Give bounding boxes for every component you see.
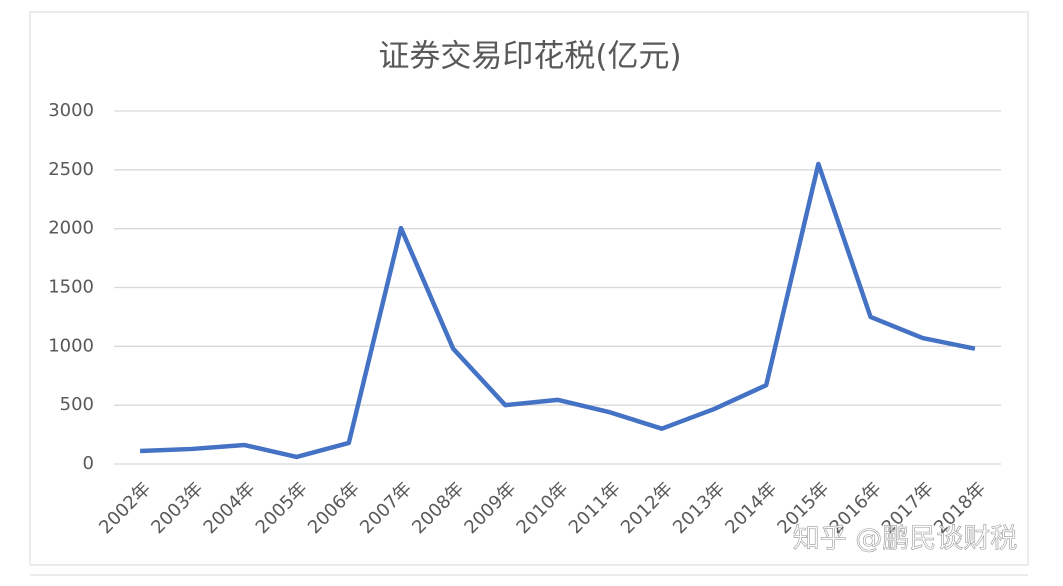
- y-tick-label: 0: [83, 453, 94, 474]
- y-tick-label: 1000: [48, 335, 94, 356]
- watermark: 知乎 @鹏民谈财税: [793, 524, 1018, 555]
- y-tick-label: 2500: [48, 159, 94, 180]
- chart-frame: [29, 11, 1029, 566]
- data-line: [139, 161, 976, 460]
- y-tick-label: 2000: [48, 218, 94, 239]
- plot: [139, 161, 976, 460]
- y-tick-label: 1500: [48, 277, 94, 298]
- y-tick-label: 500: [60, 394, 94, 415]
- chart-title: 证券交易印花税(亿元): [378, 39, 681, 75]
- y-tick-label: 3000: [48, 100, 94, 121]
